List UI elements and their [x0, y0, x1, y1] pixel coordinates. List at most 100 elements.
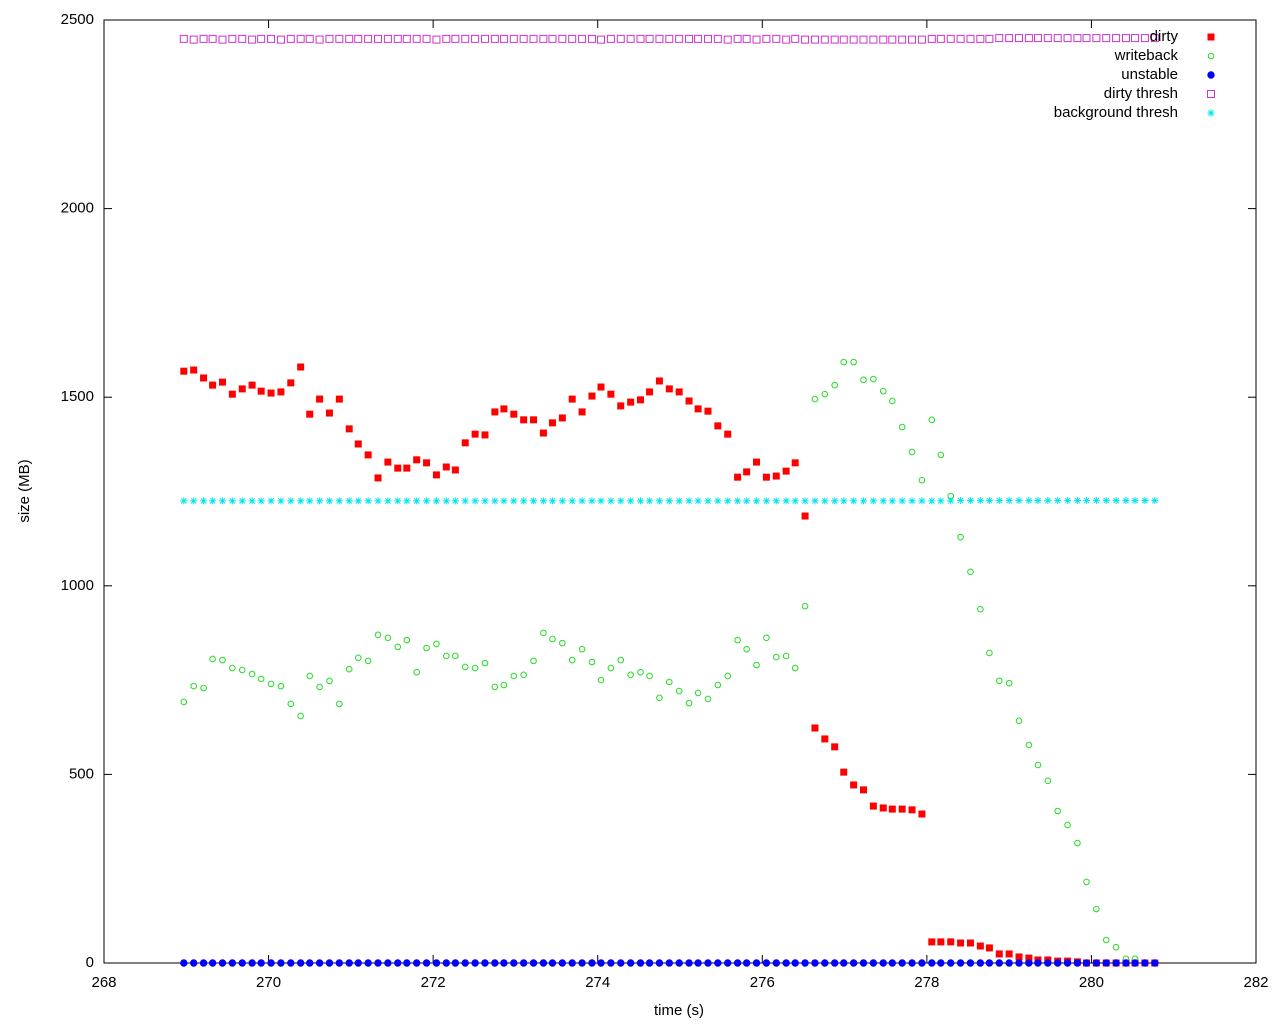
data-point [1151, 959, 1159, 967]
data-point [208, 959, 217, 967]
data-point [645, 34, 654, 43]
data-point [685, 699, 693, 707]
data-point [325, 959, 334, 967]
data-point [694, 497, 702, 505]
data-point [394, 643, 402, 651]
data-point [976, 497, 984, 505]
data-point [870, 375, 877, 383]
data-point [685, 397, 693, 405]
data-point [752, 35, 761, 44]
data-point [597, 676, 605, 684]
data-point [1141, 497, 1149, 505]
data-point [509, 34, 518, 43]
data-point [1151, 497, 1159, 505]
data-point [520, 671, 527, 679]
data-point [947, 959, 955, 967]
data-point [189, 959, 198, 967]
data-point [345, 425, 353, 433]
data-point [976, 942, 984, 950]
data-point [451, 34, 460, 43]
data-point [762, 34, 771, 43]
data-point [374, 631, 382, 639]
data-point [588, 658, 596, 666]
legend-label: dirty thresh [1104, 85, 1178, 102]
data-point [490, 34, 499, 43]
data-point [549, 635, 556, 643]
data-point [869, 497, 877, 505]
data-point [326, 677, 333, 685]
data-point [432, 35, 441, 44]
data-point [558, 34, 567, 43]
data-point [655, 497, 663, 505]
data-point [394, 497, 402, 505]
data-point [1064, 497, 1072, 505]
data-point [646, 497, 654, 505]
data-point [918, 810, 926, 818]
data-point [627, 671, 634, 679]
data-point [208, 34, 217, 43]
data-point [402, 34, 411, 43]
data-point [724, 497, 732, 505]
data-point [384, 497, 392, 505]
data-point [1063, 959, 1072, 967]
data-point [384, 634, 392, 642]
data-point [1053, 34, 1062, 43]
data-point [335, 497, 343, 505]
data-point [1005, 959, 1013, 967]
data-point [519, 34, 528, 43]
data-point [772, 653, 780, 661]
data-point [354, 34, 363, 43]
data-point [1025, 741, 1033, 749]
data-point [548, 34, 557, 43]
data-point [491, 683, 499, 691]
data-point [733, 959, 742, 967]
data-point [578, 34, 587, 43]
data-point [849, 35, 858, 44]
data-point [500, 497, 508, 505]
data-point [228, 959, 237, 967]
data-point [354, 959, 362, 967]
data-point [956, 34, 965, 43]
data-point [627, 497, 635, 505]
data-point [374, 474, 382, 482]
data-point [510, 497, 518, 505]
data-point [743, 645, 750, 653]
data-point [840, 358, 848, 366]
x-tick-label: 272 [421, 974, 446, 991]
data-point [821, 390, 829, 398]
data-point [1102, 936, 1110, 944]
x-tick-label: 278 [914, 974, 939, 991]
data-point [491, 497, 499, 505]
data-point [801, 512, 809, 520]
data-point [520, 416, 528, 424]
data-point [257, 675, 265, 683]
data-point [287, 379, 295, 387]
data-point [617, 497, 625, 505]
data-point [927, 34, 936, 43]
data-point [742, 34, 751, 43]
data-point [1044, 959, 1052, 967]
y-axis-title: size (MB) [16, 459, 33, 522]
data-point [685, 497, 693, 505]
data-point [354, 440, 362, 448]
data-point [617, 402, 625, 410]
data-point [529, 959, 538, 967]
data-point [374, 497, 382, 505]
plot-frame [103, 19, 1257, 964]
data-point [675, 497, 683, 505]
data-point [423, 497, 431, 505]
data-point [957, 939, 965, 947]
data-point [384, 458, 392, 466]
data-point [685, 959, 693, 967]
data-point [481, 659, 489, 667]
data-point [753, 497, 761, 505]
data-point [540, 629, 547, 637]
data-point [1053, 959, 1062, 967]
data-point [180, 698, 188, 706]
data-point [394, 959, 402, 967]
data-point [685, 34, 694, 43]
data-point [860, 376, 867, 384]
data-point [694, 959, 702, 967]
data-point [423, 644, 430, 652]
